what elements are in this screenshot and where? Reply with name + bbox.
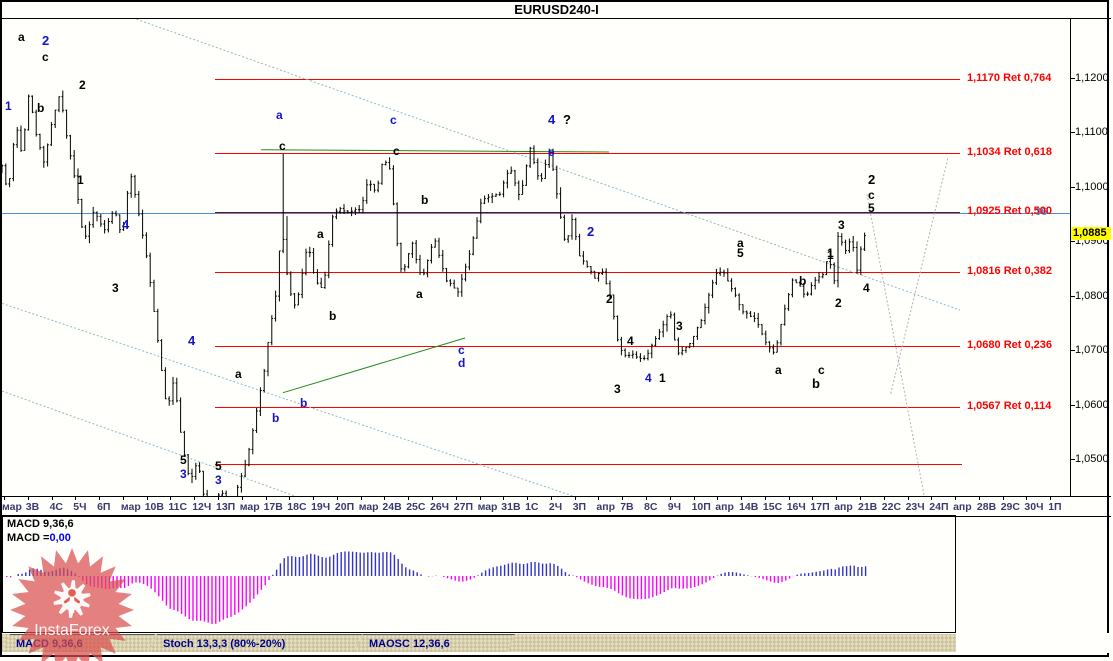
svg-text:InstaForex: InstaForex <box>34 622 110 639</box>
